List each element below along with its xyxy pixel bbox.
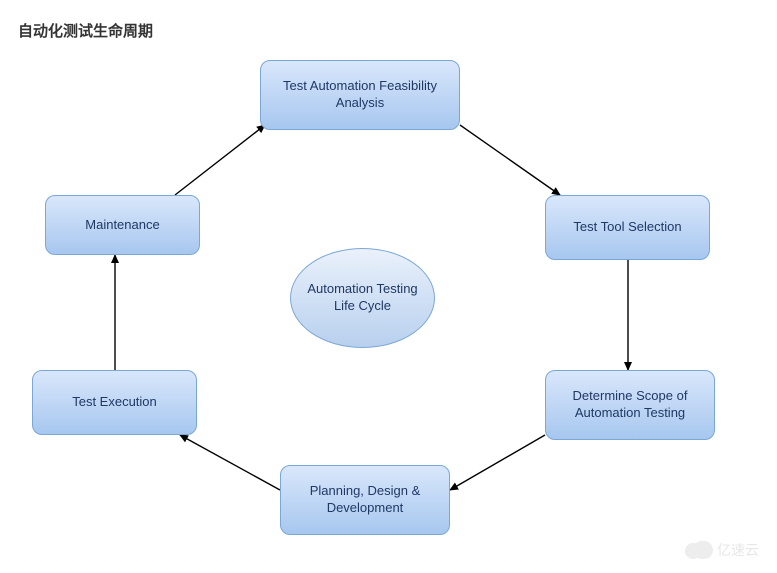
node-label: Determine Scope ofAutomation Testing: [573, 388, 688, 422]
node-label: Test Tool Selection: [573, 219, 681, 236]
watermark-text: 亿速云: [717, 540, 759, 560]
edge-n4-n5: [180, 435, 280, 490]
edge-n6-n1: [175, 125, 265, 195]
node-n2: Test Tool Selection: [545, 195, 710, 260]
node-n3: Determine Scope ofAutomation Testing: [545, 370, 715, 440]
node-n6: Maintenance: [45, 195, 200, 255]
edge-n3-n4: [450, 435, 545, 490]
page-title: 自动化测试生命周期: [18, 20, 153, 41]
cloud-icon: [685, 541, 713, 559]
node-label: Automation TestingLife Cycle: [307, 281, 417, 315]
edge-n1-n2: [460, 125, 560, 195]
node-n1: Test Automation FeasibilityAnalysis: [260, 60, 460, 130]
node-c0: Automation TestingLife Cycle: [290, 248, 435, 348]
node-n4: Planning, Design &Development: [280, 465, 450, 535]
node-label: Maintenance: [85, 217, 159, 234]
node-label: Test Execution: [72, 394, 157, 411]
node-label: Test Automation FeasibilityAnalysis: [283, 78, 437, 112]
node-n5: Test Execution: [32, 370, 197, 435]
watermark: 亿速云: [685, 540, 759, 560]
node-label: Planning, Design &Development: [310, 483, 421, 517]
